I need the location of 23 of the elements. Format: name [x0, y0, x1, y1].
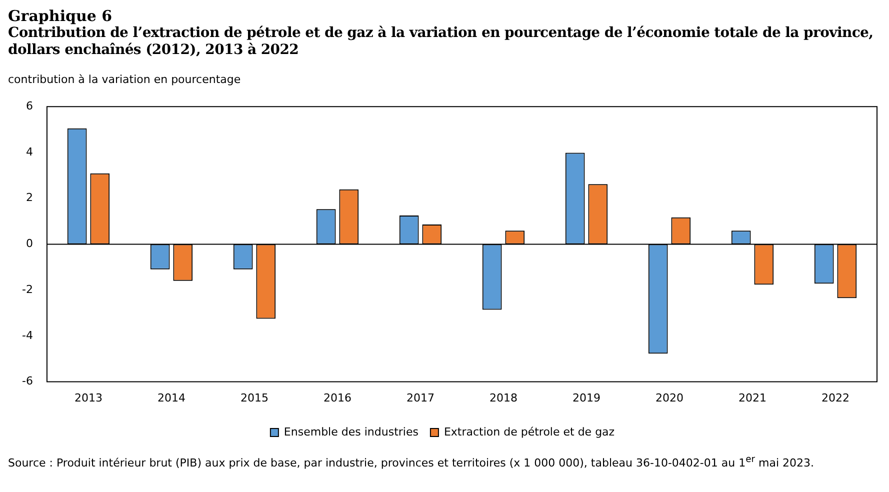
y-tick-label: -6	[22, 374, 33, 388]
y-tick-label: 6	[26, 99, 33, 112]
x-tick-label: 2022	[822, 391, 850, 404]
x-tick-label: 2019	[572, 391, 600, 404]
x-tick-label: 2015	[240, 391, 268, 404]
y-tick-label: -2	[22, 282, 33, 296]
y-tick-label: 2	[26, 191, 33, 204]
y-tick-label: -4	[22, 328, 33, 342]
source-note: Source : Produit intérieur brut (PIB) aux prix de base, par industrie, provinces et territoires (x 1 000 000), tableau 36-10-0402-01 au 1$^{er}$ mai 2023.	[8, 454, 815, 470]
legend-label: Extraction de pétrole et de gaz	[444, 425, 615, 438]
x-tick-label: 2016	[323, 391, 352, 404]
legend-label: Ensemble des industries	[284, 425, 419, 438]
chart-subtitle: Contribution de l’extraction de pétrole et de gaz à la variation en pourcentage de l’économie totale de la province, dollars enchaînés (2012), 2013 à 2022	[8, 25, 874, 59]
x-tick-label: 2018	[489, 391, 518, 404]
chart-title: Graphique 6	[8, 7, 114, 25]
y-tick-label: 0	[26, 237, 33, 250]
x-tick-label: 2020	[655, 391, 684, 404]
y-axis-title: contribution à la variation en pourcentage	[8, 73, 242, 86]
x-tick-label: 2014	[157, 391, 186, 404]
y-tick-label: 4	[26, 145, 33, 158]
x-tick-label: 2021	[738, 391, 766, 404]
x-tick-label: 2013	[74, 391, 102, 404]
x-tick-label: 2017	[406, 391, 434, 404]
